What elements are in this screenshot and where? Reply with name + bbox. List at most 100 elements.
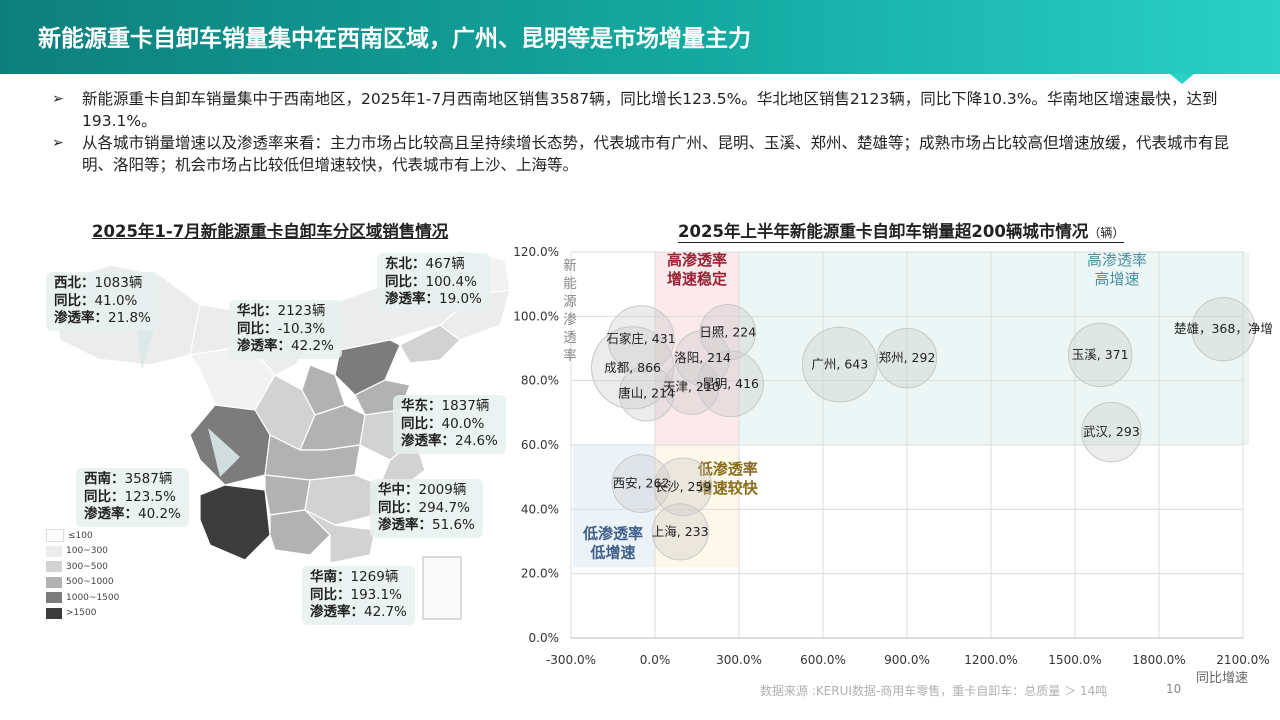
bullet-item: ➢ 从各城市销量增速以及渗透率来看：主力市场占比较高且呈持续增长态势，代表城市有… [52,132,1232,176]
quadrant-label-low-pen-low-growth: 低增速 [589,543,635,561]
y-axis-title-char: 能 [563,276,577,292]
legend-item: 1000~1500 [46,590,119,606]
chart-title: 2025年上半年新能源重卡自卸车销量超200辆城市情况（辆） [678,218,1125,243]
legend-item: >1500 [46,606,119,622]
legend-swatch [46,576,62,588]
bubble-label: 武汉, 293 [1083,424,1140,439]
quadrant-label-high-pen-stable: 高渗透率 [667,251,727,269]
region-callout-dongbei: 东北：467辆 同比：100.4% 渗透率：19.0% [377,253,490,312]
y-axis-title-char: 率 [563,347,577,364]
bubble-point [876,327,938,389]
x-tick-label: 1800.0% [1132,653,1185,667]
bubble-point [1081,401,1142,463]
chart-title-unit: （辆） [1088,226,1125,240]
x-tick-label: 1500.0% [1048,653,1101,667]
bubble-label: 洛阳, 214 [674,350,731,365]
bubble-point [1191,297,1256,362]
bubble-point [653,457,713,517]
y-tick-label: 100.0% [513,309,559,323]
x-tick-label: 1200.0% [964,653,1017,667]
region-callout-huadong: 华东：1837辆 同比：40.0% 渗透率：24.6% [393,395,506,454]
x-tick-label: 600.0% [800,653,846,667]
x-axis-title: 同比增速 [1196,671,1248,686]
bubble-point [607,305,675,373]
region-callout-huazhong: 华中：2009辆 同比：294.7% 渗透率：51.6% [370,479,483,538]
summary-bullets: ➢ 新能源重卡自卸车销量集中于西南地区，2025年1-7月西南地区销售3587辆… [52,88,1232,176]
bubble-label: 石家庄, 431 [606,331,675,346]
x-tick-label: -300.0% [546,653,596,667]
legend-swatch [46,529,64,543]
quadrant-bg-high-pen-high-growth [739,252,1249,445]
bubble-point [591,326,675,410]
legend-swatch [46,592,62,604]
header-notch [1170,74,1194,84]
y-tick-label: 20.0% [521,567,559,581]
quadrant-label-low-pen-low-growth: 低渗透率 [582,524,643,542]
south-china-sea-inset [422,556,462,620]
legend-swatch [46,561,62,573]
region-callout-xibei: 西北：1083辆 同比：41.0% 渗透率：21.8% [46,272,159,331]
arrow-bullet-icon: ➢ [52,91,64,107]
header-banner: 新能源重卡自卸车销量集中在西南区域，广州、昆明等是市场增量主力 [0,0,1280,84]
y-tick-label: 120.0% [513,245,559,259]
page-number: 10 [1166,682,1182,696]
region-callout-huabei: 华北：2123辆 同比：-10.3% 渗透率：42.2% [229,300,342,359]
map-region-tibet [59,354,216,436]
bullet-item: ➢ 新能源重卡自卸车销量集中于西南地区，2025年1-7月西南地区销售3587辆… [52,88,1232,132]
bubble-point [699,304,757,361]
region-callout-huanan: 华南：1269辆 同比：193.1% 渗透率：42.7% [302,566,415,625]
y-tick-label: 0.0% [529,631,560,645]
bubble-point [801,326,878,403]
bubble-point [611,454,671,513]
bubble-label: 楚雄，368，净增 [1174,321,1273,336]
quadrant-label-low-pen-fast: 增速较快 [698,479,759,497]
map-title: 2025年1-7月新能源重卡自卸车分区域销售情况 [92,222,449,241]
legend-item: ≤100 [46,528,119,544]
x-tick-label: 0.0% [640,653,671,667]
map-region-guangdong [304,509,376,564]
legend-item: 500~1000 [46,575,119,591]
legend-item: 300~500 [46,559,119,575]
bubble-label: 郑州, 292 [879,350,936,365]
bubble-label: 唐山, 214 [618,386,675,401]
legend-swatch [46,545,62,557]
y-tick-label: 40.0% [521,502,559,516]
x-tick-label: 300.0% [716,653,762,667]
bubble-label: 西安, 262 [613,476,670,491]
bubble-point [651,503,709,561]
bubble-point [618,365,675,422]
bubble-label: 长沙, 259 [655,479,712,494]
bubble-point [697,350,764,418]
bubble-label: 玉溪, 371 [1072,347,1129,362]
region-callout-xinan: 西南：3587辆 同比：123.5% 渗透率：40.2% [76,468,189,527]
quadrant-label-low-pen-fast: 低渗透率 [697,460,758,478]
data-source-note: 数据来源 :KERUI数据-商用车零售，重卡自卸车：总质量 ＞ 14吨 [760,684,1108,698]
legend-item: 100~300 [46,544,119,560]
y-tick-label: 60.0% [521,438,559,452]
legend-swatch [46,607,62,619]
map-region-yunnan [199,484,271,561]
arrow-bullet-icon: ➢ [52,135,64,151]
y-axis-title-char: 渗 [563,312,577,328]
quadrant-bg-low-pen-low-growth [573,445,655,568]
bubble-point [663,359,720,415]
map-region-guizhou [264,474,311,516]
bubble-label: 昆明, 416 [702,376,759,391]
bubble-label: 上海, 233 [652,524,709,539]
y-axis-title-char: 透 [563,330,577,346]
quadrant-label-high-pen-high-growth: 高渗透率 [1087,251,1147,269]
bubble-chart: 0.0% 20.0% 40.0% 60.0% 80.0% 100.0% 120.0% -300… [513,245,1273,686]
bubble-label: 广州, 643 [811,357,868,372]
y-tick-label: 80.0% [521,374,559,388]
y-axis-title-char: 源 [563,294,577,310]
bubble-label: 日照, 224 [699,324,756,339]
map-region-sichuan [189,404,271,486]
bubble-point [1067,322,1133,388]
bubble-label: 成都, 866 [604,360,661,375]
x-tick-label: 900.0% [884,653,930,667]
y-axis-title-char: 新 [563,258,577,274]
bubble-point [674,330,731,387]
x-tick-label: 2100.0% [1216,653,1269,667]
quadrant-label-high-pen-high-growth: 高增速 [1094,270,1139,288]
bubble-label: 天津, 210 [663,379,720,394]
